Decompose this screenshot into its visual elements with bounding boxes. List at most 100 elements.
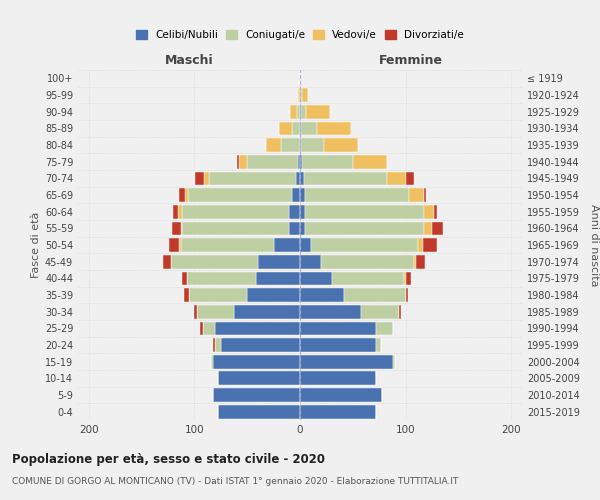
Text: Maschi: Maschi — [164, 54, 214, 66]
Bar — [434, 205, 437, 218]
Bar — [266, 138, 281, 152]
Bar — [292, 188, 300, 202]
Text: Popolazione per età, sesso e stato civile - 2020: Popolazione per età, sesso e stato civil… — [12, 452, 325, 466]
Text: COMUNE DI GORGO AL MONTICANO (TV) - Dati ISTAT 1° gennaio 2020 - Elaborazione TU: COMUNE DI GORGO AL MONTICANO (TV) - Dati… — [12, 478, 458, 486]
Y-axis label: Fasce di età: Fasce di età — [31, 212, 41, 278]
Bar — [325, 138, 358, 152]
Bar — [386, 172, 406, 185]
Bar — [304, 172, 386, 185]
Bar — [171, 255, 258, 268]
Bar — [256, 272, 300, 285]
Bar — [181, 238, 274, 252]
Bar — [187, 272, 256, 285]
Bar — [211, 355, 214, 368]
Bar — [179, 238, 181, 252]
Bar — [406, 172, 414, 185]
Bar — [344, 288, 406, 302]
Bar — [179, 188, 185, 202]
Legend: Celibi/Nubili, Coniugati/e, Vedovi/e, Divorziati/e: Celibi/Nubili, Coniugati/e, Vedovi/e, Di… — [132, 26, 468, 44]
Bar — [235, 305, 300, 318]
Bar — [432, 222, 443, 235]
Bar — [400, 305, 401, 318]
Bar — [300, 105, 301, 118]
Bar — [247, 288, 300, 302]
Bar — [406, 288, 408, 302]
Bar — [361, 305, 400, 318]
Bar — [404, 272, 406, 285]
Bar — [182, 272, 187, 285]
Bar — [239, 155, 247, 168]
Bar — [214, 388, 300, 402]
Bar — [188, 188, 292, 202]
Bar — [300, 305, 361, 318]
Y-axis label: Anni di nascita: Anni di nascita — [589, 204, 599, 286]
Bar — [297, 105, 300, 118]
Bar — [300, 338, 376, 352]
Bar — [215, 322, 300, 335]
Bar — [300, 388, 382, 402]
Bar — [409, 188, 424, 202]
Bar — [302, 155, 353, 168]
Bar — [182, 222, 289, 235]
Bar — [289, 222, 300, 235]
Bar — [301, 105, 307, 118]
Bar — [376, 322, 393, 335]
Bar — [196, 172, 204, 185]
Bar — [317, 122, 351, 135]
Bar — [300, 272, 332, 285]
Bar — [298, 88, 300, 102]
Bar — [418, 238, 422, 252]
Bar — [172, 222, 181, 235]
Bar — [414, 255, 416, 268]
Bar — [300, 238, 311, 252]
Bar — [189, 288, 247, 302]
Bar — [218, 405, 300, 418]
Bar — [424, 222, 432, 235]
Bar — [289, 205, 300, 218]
Bar — [311, 238, 418, 252]
Bar — [300, 172, 304, 185]
Bar — [258, 255, 300, 268]
Bar — [236, 155, 239, 168]
Bar — [406, 272, 411, 285]
Bar — [305, 205, 424, 218]
Bar — [300, 155, 302, 168]
Bar — [274, 238, 300, 252]
Bar — [424, 188, 426, 202]
Bar — [203, 322, 215, 335]
Bar — [300, 188, 305, 202]
Bar — [307, 105, 329, 118]
Bar — [184, 288, 189, 302]
Bar — [218, 372, 300, 385]
Bar — [332, 272, 404, 285]
Bar — [163, 255, 171, 268]
Bar — [300, 355, 393, 368]
Bar — [185, 188, 188, 202]
Bar — [300, 205, 305, 218]
Bar — [300, 405, 376, 418]
Bar — [215, 338, 221, 352]
Bar — [214, 338, 215, 352]
Bar — [300, 222, 305, 235]
Bar — [300, 372, 376, 385]
Bar — [209, 172, 296, 185]
Bar — [296, 172, 300, 185]
Bar — [321, 255, 414, 268]
Bar — [300, 138, 301, 152]
Bar — [214, 355, 300, 368]
Bar — [424, 205, 434, 218]
Bar — [182, 205, 289, 218]
Bar — [194, 305, 197, 318]
Bar — [247, 155, 298, 168]
Bar — [376, 338, 382, 352]
Bar — [302, 88, 308, 102]
Bar — [416, 255, 425, 268]
Bar — [281, 138, 300, 152]
Bar — [301, 122, 317, 135]
Bar — [300, 88, 302, 102]
Bar — [300, 288, 344, 302]
Bar — [221, 338, 300, 352]
Bar — [178, 205, 182, 218]
Bar — [300, 322, 376, 335]
Text: Femmine: Femmine — [379, 54, 443, 66]
